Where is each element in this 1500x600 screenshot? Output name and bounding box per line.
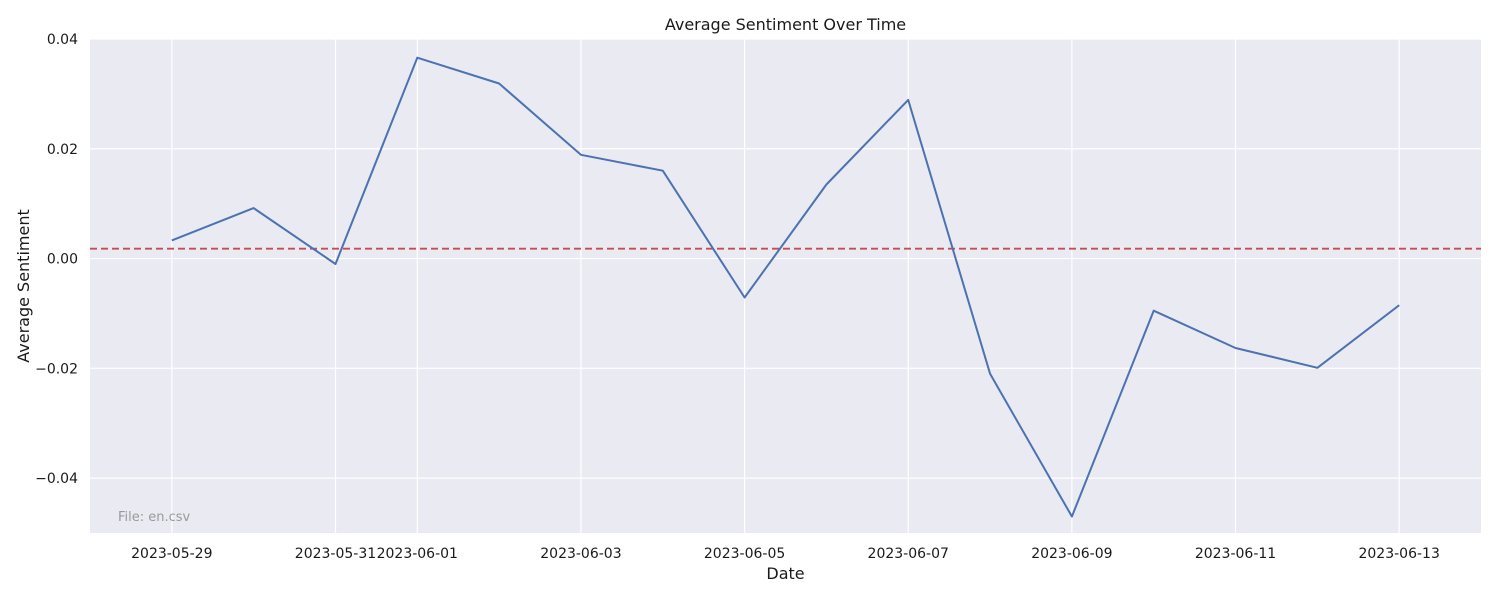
y-tick-label-4: −0.04 — [35, 471, 78, 487]
series-line-0 — [171, 56, 1400, 518]
plot-area — [90, 39, 1481, 533]
y-tick-label-1: 0.02 — [47, 142, 78, 158]
x-tick-label-7: 2023-06-11 — [1195, 546, 1276, 562]
chart-title: Average Sentiment Over Time — [665, 15, 906, 34]
x-tick-label-0: 2023-05-29 — [131, 546, 212, 562]
x-tick-label-2: 2023-06-01 — [377, 546, 458, 562]
y-tick-labels: 0.04 0.02 0.00 −0.02 −0.04 — [35, 32, 78, 487]
x-tick-label-3: 2023-06-03 — [540, 546, 621, 562]
y-tick-label-3: −0.02 — [35, 361, 78, 377]
grid-lines — [90, 38, 1481, 533]
x-tick-label-1: 2023-05-31 — [295, 546, 376, 562]
x-tick-labels: 2023-05-29 2023-05-31 2023-06-01 2023-06-03… — [131, 546, 1440, 562]
x-tick-label-6: 2023-06-09 — [1031, 546, 1112, 562]
file-annotation: File: en.csv — [118, 510, 191, 525]
x-axis-label: Date — [766, 564, 804, 583]
x-tick-label-4: 2023-06-05 — [704, 546, 785, 562]
y-tick-label-2: 0.00 — [47, 252, 78, 268]
series-layer — [171, 56, 1400, 518]
x-tick-label-5: 2023-06-07 — [868, 546, 949, 562]
y-axis-label: Average Sentiment — [14, 209, 33, 363]
y-tick-label-0: 0.04 — [47, 32, 78, 48]
x-tick-label-8: 2023-06-13 — [1358, 546, 1439, 562]
